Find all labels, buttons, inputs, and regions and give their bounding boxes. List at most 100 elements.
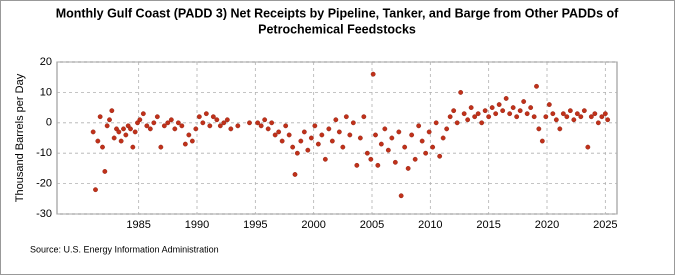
data-point: [524, 111, 530, 117]
data-point: [262, 117, 268, 123]
data-point: [292, 172, 298, 177]
data-point: [409, 132, 415, 138]
data-point: [228, 126, 234, 132]
data-point: [95, 138, 101, 144]
data-point: [203, 111, 209, 117]
data-point: [364, 150, 370, 156]
chart-title: Monthly Gulf Coast (PADD 3) Net Receipts…: [56, 6, 619, 20]
data-point: [382, 126, 388, 132]
y-tick-label: -10: [36, 147, 52, 159]
data-point: [389, 135, 395, 141]
x-tick-label: 2000: [301, 219, 325, 231]
data-point: [121, 126, 126, 132]
data-point: [416, 123, 422, 129]
data-point: [214, 117, 220, 123]
data-point: [461, 111, 467, 117]
data-point: [528, 105, 534, 111]
data-point: [599, 114, 605, 120]
data-point: [255, 120, 261, 126]
data-point: [111, 135, 117, 141]
data-point: [104, 123, 110, 129]
data-point: [102, 169, 108, 174]
data-point: [430, 144, 436, 150]
data-point: [109, 108, 115, 114]
data-point: [210, 114, 216, 120]
data-point: [451, 108, 457, 114]
data-point: [489, 105, 495, 111]
data-point: [116, 129, 122, 135]
x-tick-label: 1990: [185, 219, 209, 231]
data-point: [426, 129, 432, 135]
data-point: [207, 123, 213, 129]
data-point: [588, 114, 594, 120]
x-tick-label: 2025: [593, 219, 617, 231]
data-point: [315, 141, 321, 147]
x-tick-label: 2020: [535, 219, 559, 231]
data-point: [553, 117, 559, 123]
data-point: [423, 150, 429, 156]
data-point: [507, 111, 513, 117]
data-point: [361, 114, 367, 120]
data-point: [132, 129, 138, 135]
data-point: [585, 144, 591, 150]
data-point: [392, 159, 398, 165]
data-point: [503, 96, 509, 101]
data-point: [329, 138, 335, 144]
data-point: [118, 138, 124, 144]
plot-area: [56, 61, 618, 215]
data-point: [496, 102, 502, 107]
data-point: [269, 120, 275, 126]
data-point: [322, 156, 328, 162]
source: Source: U.S. Energy Information Administ…: [30, 244, 219, 254]
x-tick-label: 2010: [418, 219, 442, 231]
data-point: [592, 111, 598, 117]
data-point: [308, 135, 314, 141]
data-point: [189, 138, 195, 144]
y-tick-label: 10: [40, 86, 52, 98]
data-point: [196, 114, 202, 120]
data-point: [373, 132, 378, 138]
data-point: [340, 144, 346, 150]
data-point: [433, 120, 439, 126]
data-point: [500, 108, 506, 114]
data-point: [90, 129, 96, 135]
data-point: [354, 162, 360, 168]
data-point: [283, 123, 289, 129]
data-point: [217, 123, 223, 129]
data-point: [130, 144, 136, 150]
data-point: [440, 135, 446, 141]
data-point: [286, 132, 292, 138]
x-tick-label: 2015: [476, 219, 500, 231]
data-point: [123, 132, 129, 138]
data-point: [574, 111, 580, 117]
data-point: [247, 120, 252, 126]
data-point: [161, 123, 167, 129]
data-point: [276, 129, 282, 135]
data-point: [182, 141, 188, 147]
data-point: [595, 120, 601, 126]
data-point: [571, 117, 577, 123]
data-point: [444, 126, 450, 132]
data-point: [581, 108, 587, 114]
data-point: [521, 99, 527, 104]
data-point: [493, 111, 499, 117]
data-point: [258, 123, 264, 129]
data-point: [221, 120, 227, 126]
data-point: [312, 123, 318, 129]
data-point: [368, 156, 374, 162]
data-point: [546, 102, 552, 107]
data-point: [290, 144, 296, 150]
data-point: [396, 129, 402, 135]
data-point: [107, 117, 112, 123]
data-point: [370, 71, 376, 77]
data-point: [458, 90, 464, 95]
data-point: [151, 120, 157, 126]
data-point: [100, 144, 105, 150]
data-point: [154, 114, 160, 120]
data-point: [294, 150, 300, 156]
data-point: [482, 108, 488, 114]
x-tick-label: 2005: [360, 219, 384, 231]
data-point: [265, 126, 271, 132]
data-point: [447, 114, 453, 120]
